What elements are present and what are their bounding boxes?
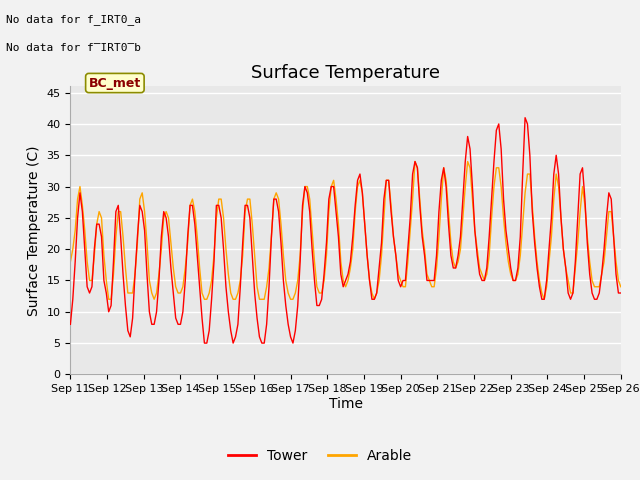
X-axis label: Time: Time bbox=[328, 397, 363, 411]
Text: BC_met: BC_met bbox=[89, 76, 141, 90]
Text: No data for f_IRT0_a: No data for f_IRT0_a bbox=[6, 14, 141, 25]
Y-axis label: Surface Temperature (C): Surface Temperature (C) bbox=[27, 145, 41, 316]
Text: No data for f̅IRT0̅b: No data for f̅IRT0̅b bbox=[6, 43, 141, 53]
Legend: Tower, Arable: Tower, Arable bbox=[223, 443, 417, 468]
Title: Surface Temperature: Surface Temperature bbox=[251, 64, 440, 82]
